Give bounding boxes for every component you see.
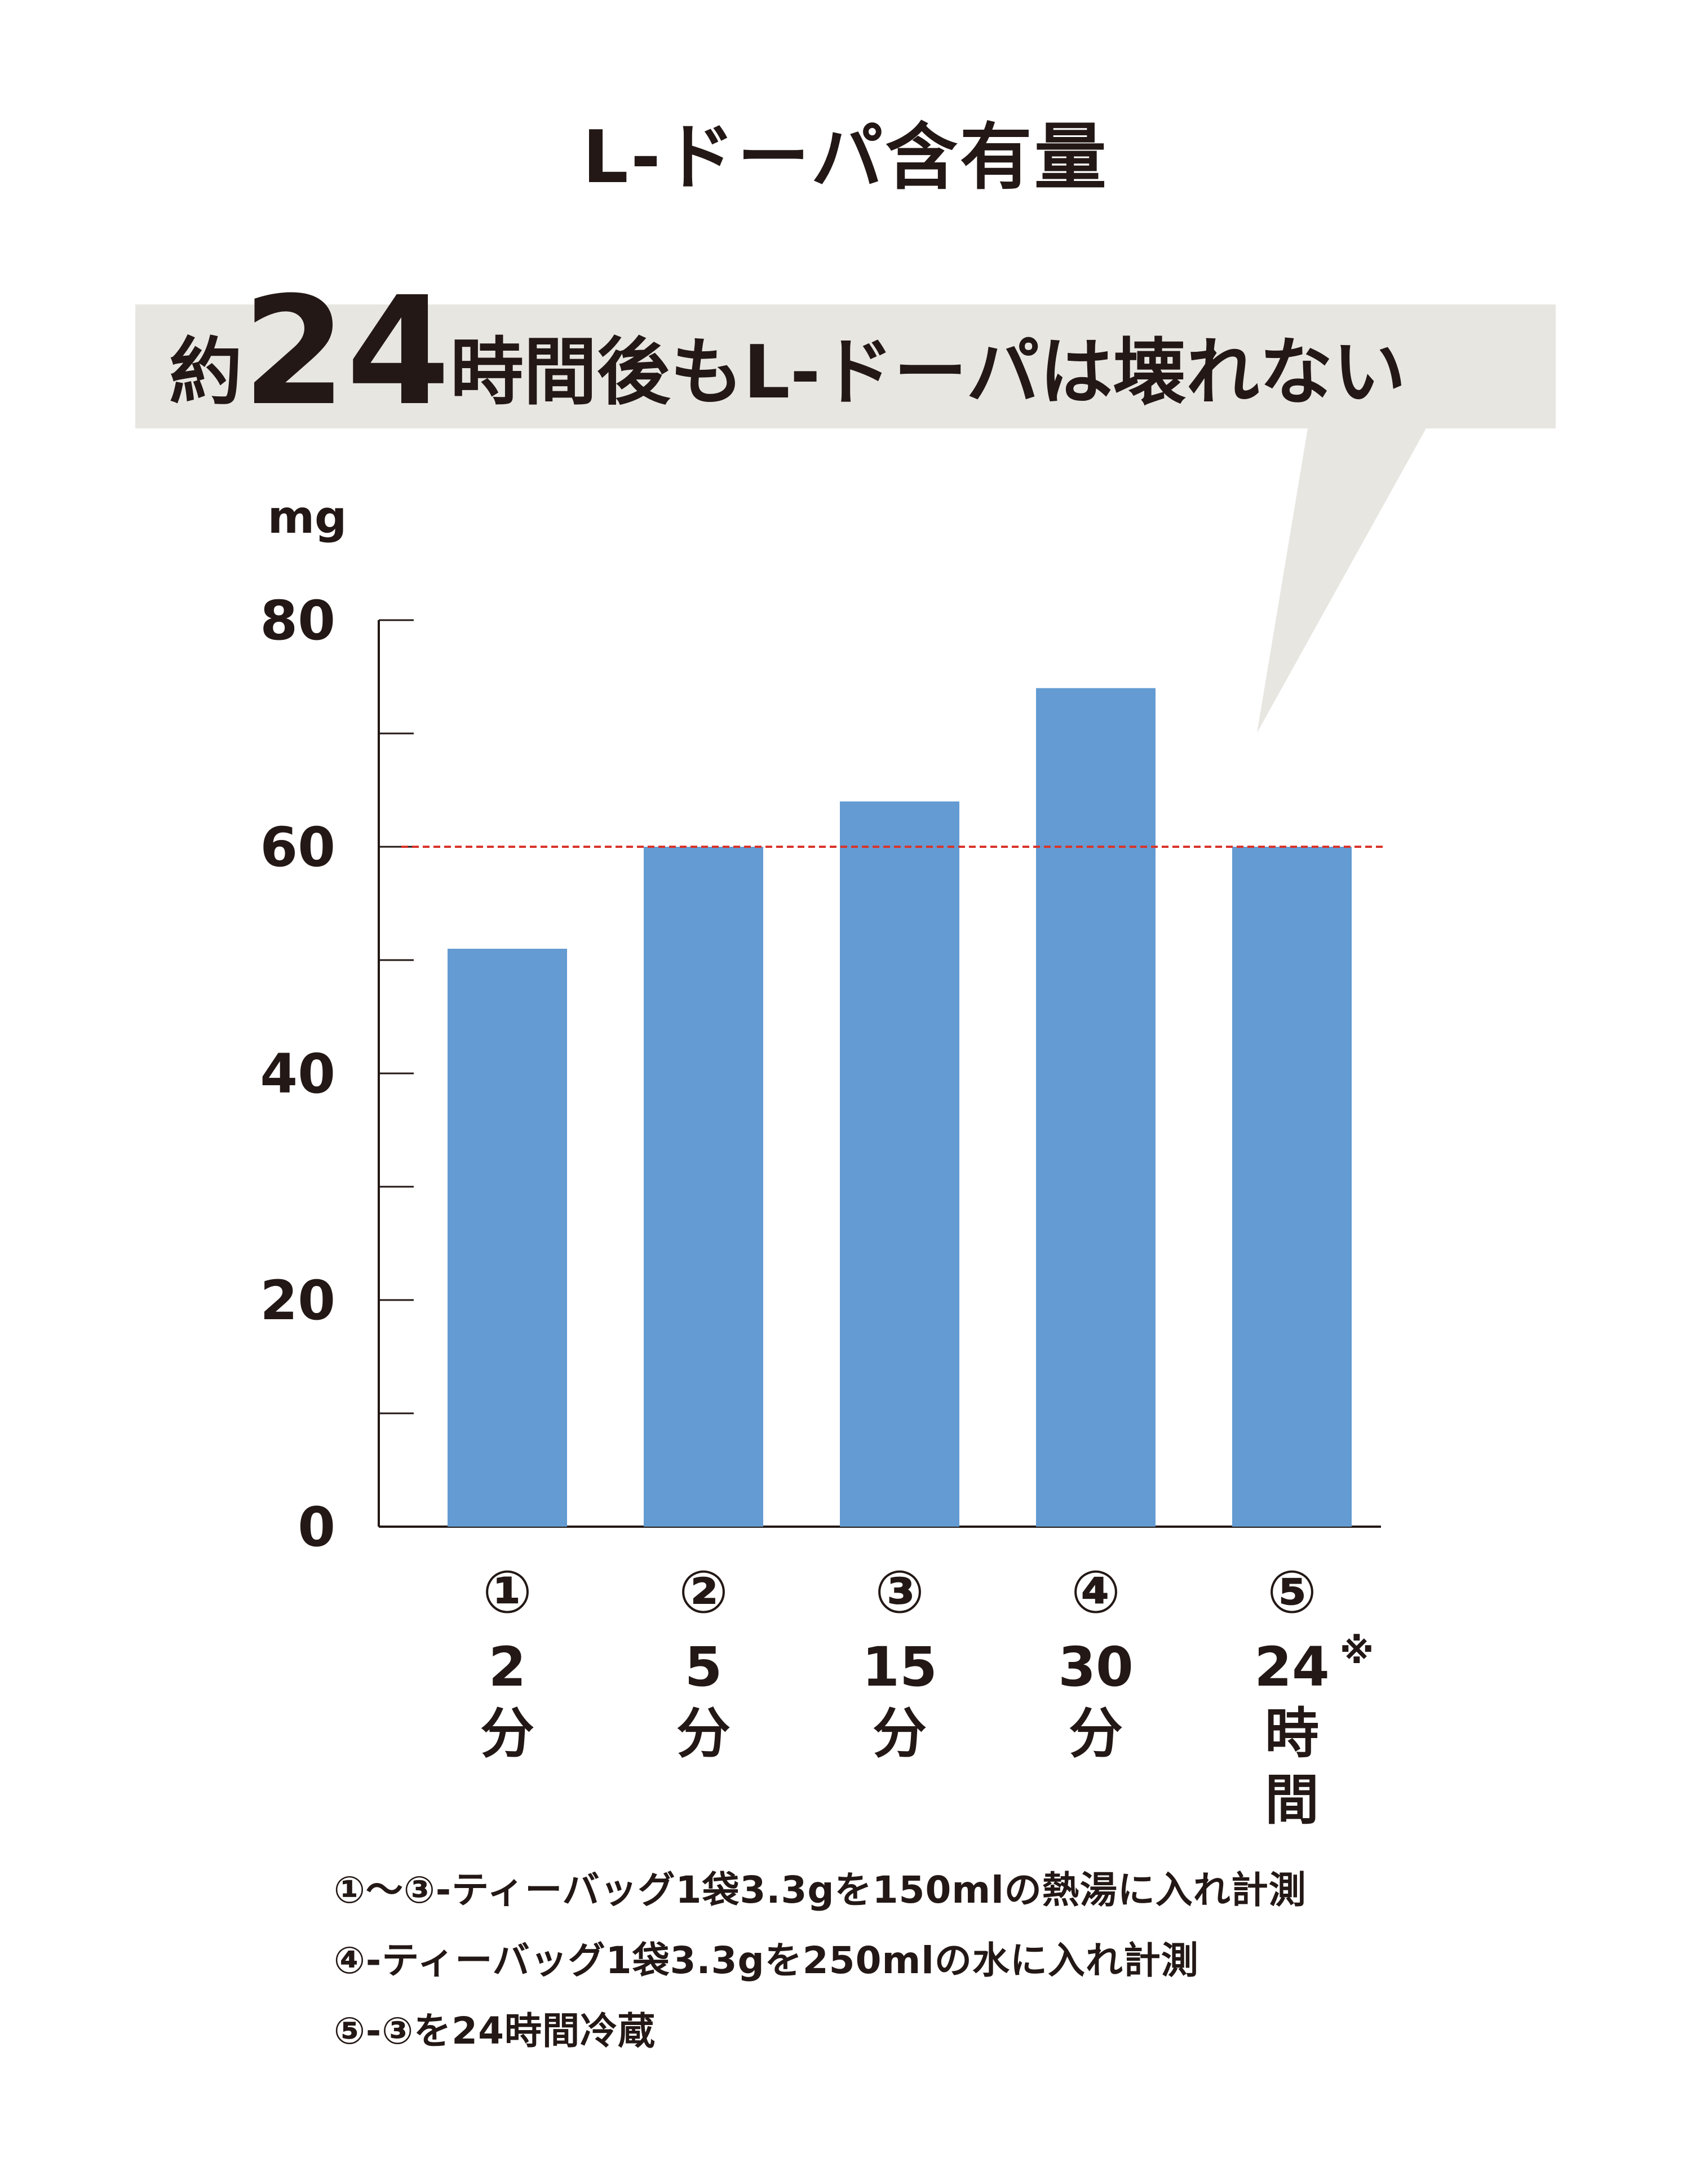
x-category-index: ① (482, 1558, 532, 1626)
x-category-label: 分 (676, 1702, 731, 1765)
bar (1232, 847, 1352, 1527)
chart-axes: 0 20 40 60 80 (260, 589, 1381, 1559)
y-tick-label: 40 (260, 1042, 335, 1106)
x-category-index: ③ (875, 1558, 924, 1626)
x-category-label: 時 (1265, 1702, 1319, 1765)
footnotes: ①〜③-ティーバッグ1袋3.3gを150mlの熱湯に入れ計測 ④-ティーバッグ1… (334, 1855, 1307, 2066)
chart-title: L-ドーパ含有量 (582, 116, 1109, 200)
x-category-index: ④ (1071, 1558, 1121, 1626)
y-tick-label: 60 (260, 816, 335, 879)
footnote-2: ④-ティーバッグ1袋3.3gを250mlの水に入れ計測 (334, 1939, 1199, 1982)
x-category-note: ※ (1340, 1630, 1374, 1672)
footnote-1: ①〜③-ティーバッグ1袋3.3gを150mlの熱湯に入れ計測 (334, 1868, 1307, 1912)
bar (1036, 688, 1156, 1527)
bar (448, 948, 567, 1527)
chart-bars (448, 688, 1352, 1527)
x-category-index: ⑤ (1267, 1558, 1317, 1626)
x-category-label: 2 (489, 1635, 526, 1699)
bar (840, 801, 959, 1527)
x-category-index: ② (679, 1558, 728, 1626)
x-category-label: 分 (1069, 1702, 1123, 1765)
callout-prefix: 約 (169, 329, 242, 415)
callout-number: 24 (242, 265, 450, 439)
y-tick-label: 20 (260, 1269, 335, 1332)
x-category-label: 分 (873, 1702, 927, 1765)
footnote-3: ⑤-③を24時間冷蔵 (334, 2009, 656, 2053)
x-category-label: 15 (862, 1635, 937, 1699)
x-category-label: 30 (1058, 1635, 1134, 1699)
callout-text: 約24時間後もL-ドーパは壊れない (169, 265, 1406, 439)
y-axis-unit-label: mg (268, 491, 347, 543)
x-category-label: 分 (480, 1702, 534, 1765)
x-category-label: 間 (1265, 1769, 1319, 1832)
y-tick-label: 80 (260, 589, 335, 652)
y-tick-label: 0 (298, 1496, 335, 1559)
callout-bubble (135, 304, 1556, 733)
x-category-label: 24 (1254, 1635, 1330, 1699)
bar (644, 847, 763, 1527)
x-category-label: 5 (685, 1635, 723, 1699)
callout-suffix: 時間後もL-ドーパは壊れない (450, 329, 1406, 415)
